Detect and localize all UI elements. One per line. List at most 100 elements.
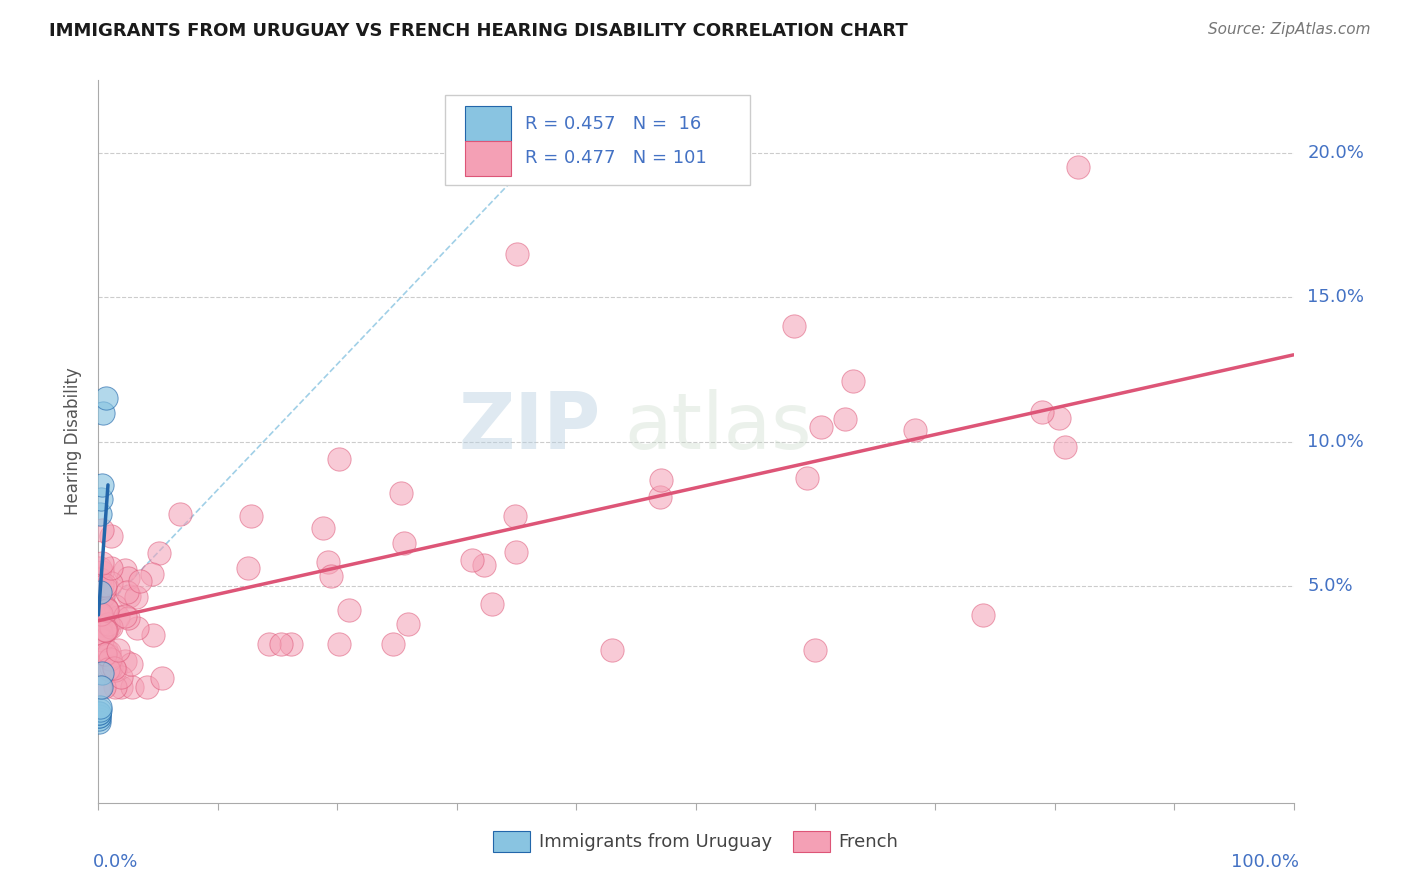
Text: 5.0%: 5.0% xyxy=(1308,577,1353,595)
Point xyxy=(100,660,122,674)
Point xyxy=(90,680,112,694)
Point xyxy=(89,561,111,575)
Text: 0.0%: 0.0% xyxy=(93,854,138,871)
Point xyxy=(505,545,527,559)
Point xyxy=(91,578,114,592)
Text: 10.0%: 10.0% xyxy=(1308,433,1364,450)
Text: ZIP: ZIP xyxy=(458,389,600,465)
Text: 20.0%: 20.0% xyxy=(1308,144,1364,161)
Point xyxy=(834,412,856,426)
Point xyxy=(110,670,132,684)
Point xyxy=(339,602,361,616)
Point xyxy=(97,662,120,676)
Point xyxy=(89,618,111,632)
Text: 100.0%: 100.0% xyxy=(1232,854,1299,871)
Point xyxy=(87,709,110,723)
Point xyxy=(89,700,111,714)
Point xyxy=(114,563,136,577)
Point xyxy=(93,680,115,694)
Point xyxy=(124,590,146,604)
Point xyxy=(141,567,163,582)
Point xyxy=(89,587,111,601)
Point xyxy=(648,491,671,505)
Point xyxy=(98,662,121,676)
Point xyxy=(89,703,111,717)
Point xyxy=(328,637,350,651)
Point xyxy=(100,575,122,590)
Legend: Immigrants from Uruguay, French: Immigrants from Uruguay, French xyxy=(486,823,905,859)
Point xyxy=(91,406,114,420)
Point xyxy=(90,557,112,571)
Point xyxy=(91,589,114,603)
Point xyxy=(904,423,927,437)
Point xyxy=(1047,411,1070,425)
Point xyxy=(107,610,129,624)
Point xyxy=(117,589,139,603)
Point xyxy=(98,652,121,666)
Point xyxy=(96,607,118,622)
Point xyxy=(602,642,624,657)
Point xyxy=(150,671,173,685)
Point xyxy=(104,680,127,694)
Point xyxy=(91,665,114,680)
Point xyxy=(89,631,111,645)
Point xyxy=(257,637,280,651)
Point xyxy=(148,546,170,560)
Point xyxy=(96,603,118,617)
Point xyxy=(117,571,139,585)
Point xyxy=(100,561,122,575)
Point xyxy=(89,706,111,721)
Point xyxy=(240,509,263,524)
Point xyxy=(94,581,117,595)
Point xyxy=(100,620,122,634)
Point xyxy=(98,620,121,634)
Point xyxy=(236,561,259,575)
Point xyxy=(90,565,112,579)
Bar xyxy=(465,106,510,141)
Point xyxy=(89,608,111,623)
Point xyxy=(392,536,415,550)
Point xyxy=(97,617,120,632)
Point xyxy=(97,648,120,663)
Point xyxy=(169,507,191,521)
Point xyxy=(91,633,114,648)
Point xyxy=(94,602,117,616)
Point xyxy=(783,318,806,333)
Point xyxy=(100,529,122,543)
Point xyxy=(90,626,112,640)
Point xyxy=(396,616,419,631)
Text: Source: ZipAtlas.com: Source: ZipAtlas.com xyxy=(1208,22,1371,37)
Point xyxy=(1031,405,1053,419)
Text: 15.0%: 15.0% xyxy=(1308,288,1364,306)
Point xyxy=(96,601,118,615)
Point xyxy=(316,556,339,570)
Point xyxy=(270,637,292,651)
Point xyxy=(389,486,412,500)
Point xyxy=(121,680,143,694)
Point xyxy=(94,578,117,592)
Point xyxy=(89,680,111,694)
Point xyxy=(89,706,111,721)
Point xyxy=(87,714,110,729)
Point xyxy=(127,621,149,635)
Point xyxy=(94,624,117,638)
Point xyxy=(103,661,125,675)
Point xyxy=(90,607,112,621)
Point xyxy=(94,391,117,405)
Point xyxy=(104,663,127,677)
Point xyxy=(481,597,503,611)
Point xyxy=(89,572,111,586)
Point xyxy=(89,507,111,521)
Point xyxy=(110,680,132,694)
Point xyxy=(97,645,120,659)
Point xyxy=(810,419,832,434)
Point xyxy=(114,608,136,623)
Y-axis label: Hearing Disability: Hearing Disability xyxy=(65,368,83,516)
Point xyxy=(117,611,139,625)
Point xyxy=(114,654,136,668)
Point xyxy=(972,607,994,622)
Point xyxy=(312,521,335,535)
Point xyxy=(115,584,138,599)
Text: atlas: atlas xyxy=(624,389,811,465)
Point xyxy=(89,584,111,599)
